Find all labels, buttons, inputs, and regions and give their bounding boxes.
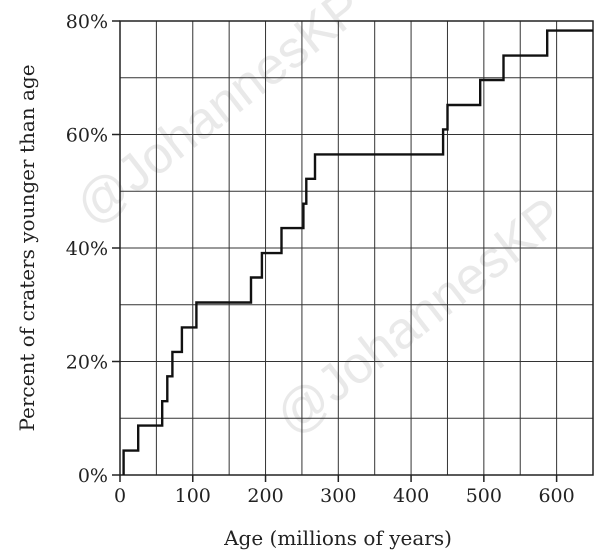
y-tick-label: 80% [66,11,108,33]
series-step-line [122,29,593,475]
x-axis-label: Age (millions of years) [223,526,452,550]
y-tick-label: 20% [66,352,108,374]
grid [120,21,593,475]
y-axis-label: Percent of craters younger than age [15,64,39,431]
x-tick-label: 400 [393,485,429,507]
x-tick-label: 200 [247,485,283,507]
series-layer [122,29,593,475]
watermark-layer: @JohannesKP@JohannesKP [65,0,575,446]
watermark-text: @JohannesKP [265,187,575,447]
watermark-text: @JohannesKP [65,0,375,236]
y-tick-label: 40% [66,238,108,260]
x-axis-ticks: 0 100 200 300 400 500 600 [114,475,575,507]
y-axis-ticks: 0% 20% 40% 60% 80% [66,11,120,487]
x-tick-label: 500 [466,485,502,507]
y-tick-label: 60% [66,125,108,147]
x-tick-label: 0 [114,485,126,507]
y-tick-label: 0% [78,465,108,487]
x-tick-label: 600 [538,485,574,507]
x-tick-label: 100 [175,485,211,507]
x-tick-label: 300 [320,485,356,507]
